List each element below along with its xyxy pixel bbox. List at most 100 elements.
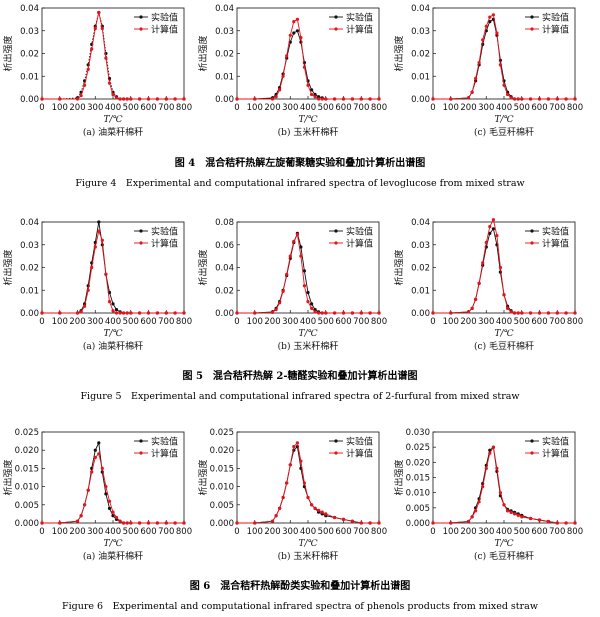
chart-6-3: 0 100 200 300 400 500 600 700 800 0.000 0.005 0.010…: [393, 428, 583, 562]
y-tick-label: 0.00: [411, 95, 430, 105]
figure-4-title-en: Figure 4 Experimental and computational …: [75, 178, 524, 189]
point-computed: [513, 311, 517, 315]
legend-marker: [530, 229, 534, 233]
point-computed: [513, 512, 517, 516]
point-computed: [509, 96, 513, 100]
x-tick-label: 600: [140, 527, 156, 537]
point-computed: [122, 521, 126, 525]
point-computed: [320, 97, 324, 101]
x-tick-label: 300: [282, 317, 298, 327]
x-tick-label: 0: [234, 527, 239, 537]
y-tick-label: 0.000: [406, 519, 430, 529]
point-computed: [40, 97, 44, 101]
point-computed: [481, 485, 485, 489]
point-computed: [516, 513, 520, 518]
point-computed: [295, 441, 299, 445]
x-tick-label: 400: [300, 103, 316, 113]
x-tick-label: 100: [443, 527, 459, 537]
legend-label: 计算值: [542, 238, 569, 250]
point-computed: [274, 95, 278, 99]
point-computed: [107, 300, 112, 304]
point-computed: [484, 24, 488, 28]
point-experimental: [488, 231, 492, 235]
x-tick-label: 800: [176, 103, 192, 113]
point-computed: [93, 26, 97, 31]
point-computed: [138, 97, 142, 101]
point-computed: [75, 311, 80, 315]
point-computed: [107, 499, 112, 503]
x-tick-label: 400: [105, 527, 121, 537]
point-computed: [324, 311, 328, 315]
x-tick-label: 700: [549, 103, 565, 113]
chart-4-3: 0 100 200 300 400 500 600 700 800 0.00 0.01 0.02 0.0…: [393, 4, 583, 138]
y-tick-label: 0.025: [406, 443, 430, 453]
point-computed: [118, 311, 122, 315]
point-computed: [97, 229, 101, 233]
y-tick-label: 0.010: [406, 489, 430, 499]
point-computed: [299, 459, 303, 463]
charts-layer: 0 100 200 300 400 500 600 700 8000.000.010.020.0…: [2, 4, 583, 562]
point-computed: [292, 20, 296, 24]
point-computed: [491, 13, 495, 17]
x-tick-label: 0: [234, 103, 239, 113]
x-tick-label: 400: [496, 527, 512, 537]
x-tick-label: 200: [264, 527, 280, 537]
x-tick-label: 500: [514, 103, 530, 113]
point-computed: [125, 311, 129, 315]
point-computed: [564, 311, 568, 315]
x-tick-label: 700: [353, 317, 369, 327]
point-computed: [320, 311, 324, 315]
y-tick-label: 0.03: [411, 241, 430, 251]
point-computed: [573, 521, 577, 525]
x-tick-label: 200: [69, 103, 85, 113]
point-computed: [146, 311, 151, 315]
point-computed: [477, 61, 481, 65]
y-tick-label: 0.00: [20, 95, 39, 105]
point-computed: [555, 521, 559, 525]
point-computed: [488, 451, 492, 455]
y-axis-label: 析出强度: [393, 249, 405, 285]
x-axis-label: T/℃: [494, 115, 514, 125]
y-tick-label: 0.04: [215, 4, 234, 14]
point-experimental: [93, 448, 97, 452]
point-computed: [302, 284, 306, 288]
y-tick-label: 0.000: [210, 519, 234, 529]
point-computed: [350, 97, 354, 101]
x-tick-label: 300: [478, 527, 494, 537]
x-tick-label: 100: [247, 317, 263, 327]
series-line-experimental: [42, 12, 184, 100]
point-experimental: [97, 441, 101, 445]
legend-label: 计算值: [346, 24, 373, 36]
chart-6-1: 0 100 200 300 400 500 600 700 800 0.000 0.005 0.010…: [2, 428, 192, 562]
legend-label: 实验值: [542, 226, 569, 238]
y-tick-label: 0.025: [15, 428, 39, 438]
x-tick-label: 0: [430, 527, 435, 537]
point-computed: [235, 311, 239, 315]
point-computed: [122, 311, 126, 315]
point-computed: [155, 97, 159, 101]
point-computed: [484, 240, 488, 245]
x-tick-label: 100: [52, 317, 68, 327]
x-tick-label: 0: [39, 317, 44, 327]
point-computed: [253, 521, 257, 525]
point-computed: [449, 97, 453, 101]
point-computed: [83, 503, 87, 507]
y-tick-label: 0.02: [215, 286, 234, 296]
point-computed: [377, 521, 381, 525]
x-tick-label: 800: [371, 527, 387, 537]
point-computed: [118, 519, 122, 523]
point-computed: [97, 452, 101, 456]
x-tick-label: 200: [69, 317, 85, 327]
point-computed: [359, 311, 363, 315]
point-experimental: [313, 308, 317, 312]
point-computed: [155, 311, 159, 315]
point-computed: [341, 311, 346, 315]
point-computed: [83, 304, 87, 308]
x-tick-label: 200: [264, 103, 280, 113]
legend-marker: [530, 27, 534, 31]
chart-6-2: 0 100 200 300 400 500 600 700 800 0.000 0.005 0.010…: [197, 428, 387, 562]
point-experimental: [310, 302, 314, 306]
point-computed: [466, 310, 471, 314]
point-computed: [253, 311, 257, 315]
point-experimental: [491, 227, 495, 231]
